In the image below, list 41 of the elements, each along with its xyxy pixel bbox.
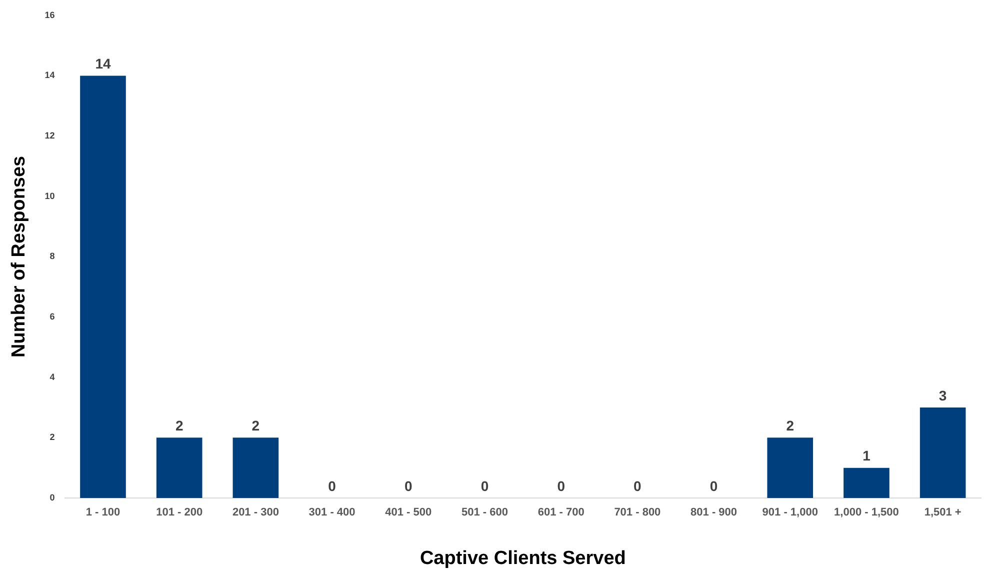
y-tick-label: 8 — [50, 251, 55, 262]
data-label: 0 — [480, 478, 489, 494]
bar — [232, 438, 279, 498]
x-tick-label: 1 - 100 — [86, 506, 120, 519]
x-tick-label: 601 - 700 — [538, 506, 584, 519]
x-tick-label: 801 - 900 — [690, 506, 738, 519]
bar — [767, 438, 814, 498]
data-label: 2 — [252, 418, 260, 434]
data-label: 0 — [328, 478, 336, 494]
x-tick-label: 401 - 500 — [385, 506, 432, 519]
data-label: 0 — [634, 478, 642, 494]
data-label: 2 — [786, 418, 794, 434]
y-tick-label: 6 — [50, 312, 55, 322]
x-tick-label: 901 - 1,000 — [762, 506, 818, 519]
x-tick-label: 101 - 200 — [156, 506, 203, 519]
x-tick-label: 1,000 - 1,500 — [834, 506, 899, 519]
x-tick-label: 1,501 + — [924, 506, 962, 519]
y-tick-label: 16 — [44, 10, 55, 20]
x-tick-label: 501 - 600 — [461, 506, 508, 519]
y-tick-label: 0 — [50, 492, 55, 502]
data-label: 0 — [710, 478, 718, 494]
data-label: 14 — [95, 56, 111, 72]
bar — [844, 468, 890, 498]
y-axis-title: Number of Responses — [8, 156, 30, 358]
bar — [920, 408, 966, 498]
y-tick-label: 10 — [44, 190, 55, 201]
data-label: 2 — [175, 418, 184, 434]
data-label: 0 — [404, 478, 412, 494]
y-tick-label: 12 — [44, 130, 55, 141]
x-axis-title: Captive Clients Served — [420, 548, 626, 569]
bar — [80, 76, 126, 498]
x-tick-label: 301 - 400 — [308, 506, 356, 519]
y-tick-label: 4 — [50, 372, 55, 382]
data-label: 3 — [938, 387, 947, 404]
x-tick-label: 201 - 300 — [232, 506, 279, 519]
y-tick-label: 2 — [50, 432, 55, 442]
bar — [156, 438, 202, 498]
x-tick-label: 701 - 800 — [614, 506, 661, 519]
y-tick-label: 14 — [44, 70, 55, 80]
data-label: 1 — [862, 448, 871, 464]
data-label: 0 — [557, 478, 566, 494]
